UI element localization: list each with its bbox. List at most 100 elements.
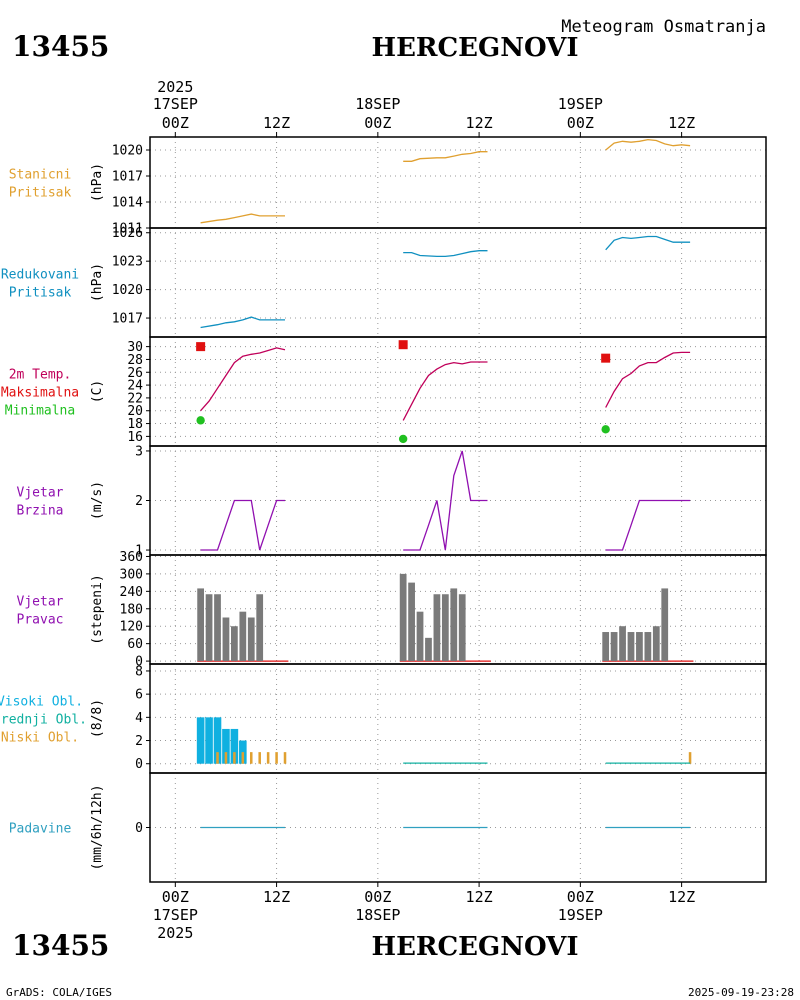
panel-label: Vjetar xyxy=(17,595,64,610)
generation-timestamp: 2025-09-19-23:28 xyxy=(688,986,794,999)
top-axis-date: 18SEP xyxy=(355,95,400,113)
bar xyxy=(602,632,610,662)
y-tick-label: 0 xyxy=(135,655,143,670)
bottom-axis-hour: 00Z xyxy=(567,888,594,906)
y-tick-label: 0 xyxy=(135,757,143,772)
panel-label: Redukovani xyxy=(1,268,79,283)
y-tick-label: 1023 xyxy=(112,255,143,270)
series-line xyxy=(200,213,285,224)
bar xyxy=(266,752,270,764)
y-tick-label: 1014 xyxy=(112,196,143,211)
bar xyxy=(652,626,660,662)
y-tick-label: 6 xyxy=(135,688,143,703)
y-axis-label: (stepeni) xyxy=(90,574,105,644)
grads-credit: GrADS: COLA/IGES xyxy=(6,986,112,999)
bar xyxy=(433,594,441,662)
bar xyxy=(283,752,287,764)
meteogram-subtitle: Meteogram Osmatranja xyxy=(561,17,766,37)
series-line xyxy=(200,499,285,551)
bottom-axis-hour: 12Z xyxy=(263,888,290,906)
series-line xyxy=(403,450,488,551)
bar xyxy=(256,594,264,662)
bar xyxy=(233,752,236,764)
max-marker xyxy=(398,340,408,350)
y-axis-label: (m/s) xyxy=(90,481,105,520)
bar xyxy=(216,752,219,764)
panel-precip: 0 (mm/6h/12h) Padavine xyxy=(9,772,767,883)
panel-label: Maksimalna xyxy=(1,386,79,401)
min-marker xyxy=(196,416,205,425)
bar xyxy=(224,752,228,764)
panel-label: Brzina xyxy=(17,504,64,519)
y-tick-label: 0 xyxy=(135,821,143,836)
top-axis-date: 19SEP xyxy=(558,95,603,113)
station-id-bottom: 13455 xyxy=(12,929,109,962)
panel-wind_speed: 1 2 3 (m/s) Vjetar Brzina xyxy=(17,444,767,559)
panel-label: Pravac xyxy=(17,613,64,628)
y-tick-label: 1017 xyxy=(112,312,143,327)
bar xyxy=(241,752,245,764)
bar xyxy=(205,594,213,662)
bar xyxy=(213,717,222,764)
panel-frame xyxy=(149,136,767,229)
panel-label: Visoki Obl. xyxy=(0,695,83,710)
top-axis-hour: 00Z xyxy=(567,114,594,132)
y-tick-label: 240 xyxy=(120,585,143,600)
top-axis-hour: 12Z xyxy=(668,114,695,132)
bar xyxy=(196,717,205,764)
bottom-axis-hour: 12Z xyxy=(668,888,695,906)
panel-station_pressure: 1011 1014 1017 1020 (hPa) Stanicni Pritisak xyxy=(9,136,767,237)
bar xyxy=(458,594,466,662)
bottom-axis-hour: 12Z xyxy=(466,888,493,906)
bar xyxy=(408,582,415,662)
panel-data xyxy=(197,573,694,662)
y-tick-label: 120 xyxy=(120,620,143,635)
y-tick-label: 30 xyxy=(127,340,143,355)
bar xyxy=(441,594,449,662)
bar xyxy=(688,752,692,764)
y-tick-label: 1017 xyxy=(112,170,143,185)
y-tick-label: 1020 xyxy=(112,283,143,298)
series-line xyxy=(605,499,691,551)
panels: 1011101410171020(hPa)StanicniPritisak101… xyxy=(0,136,767,883)
bar xyxy=(239,611,247,662)
min-marker xyxy=(601,425,610,434)
bar xyxy=(661,588,669,662)
y-tick-label: 2 xyxy=(135,494,143,509)
max-marker xyxy=(196,342,206,352)
top-axis-hour: 12Z xyxy=(466,114,493,132)
bottom-axis-date: 19SEP xyxy=(558,906,603,924)
panel-label: Minimalna xyxy=(5,404,75,419)
bottom-axis-year: 2025 xyxy=(157,924,193,942)
y-tick-label: 8 xyxy=(135,664,143,679)
y-tick-label: 1026 xyxy=(112,226,143,241)
series-line xyxy=(605,235,691,251)
panel-reduced_pressure: 1017 1020 1023 1026 (hPa) Redukovani Pritisak xyxy=(1,226,767,338)
top-axis-year: 2025 xyxy=(157,78,193,96)
bar xyxy=(247,617,255,662)
bar xyxy=(610,632,618,662)
y-axis-label: (mm/6h/12h) xyxy=(90,784,105,870)
bar xyxy=(636,632,643,662)
y-tick-label: 1011 xyxy=(112,222,143,237)
bar xyxy=(644,632,652,662)
panel-label: Padavine xyxy=(9,822,72,837)
y-tick-label: 60 xyxy=(127,637,143,652)
panel-label: Stanicni xyxy=(9,168,72,183)
panel-data xyxy=(196,340,691,444)
bar xyxy=(230,728,239,764)
bottom-axis-hour: 00Z xyxy=(162,888,189,906)
y-tick-label: 26 xyxy=(127,366,143,381)
bottom-axis-date: 17SEP xyxy=(153,906,198,924)
panel-wind_direction: 0 60 120 180 240 300 360 (stepeni) Vjetar Pravac xyxy=(17,550,767,670)
y-axis-label: (hPa) xyxy=(90,163,105,202)
top-axis-hour: 12Z xyxy=(263,114,290,132)
bar xyxy=(425,637,432,662)
bar xyxy=(222,617,230,662)
panel-label: Vjetar xyxy=(17,486,64,501)
bar xyxy=(231,626,238,662)
panel-clouds: 0 2 4 6 8 (8/8) Visoki Obl. Srednji Obl. Niski O… xyxy=(0,663,767,774)
